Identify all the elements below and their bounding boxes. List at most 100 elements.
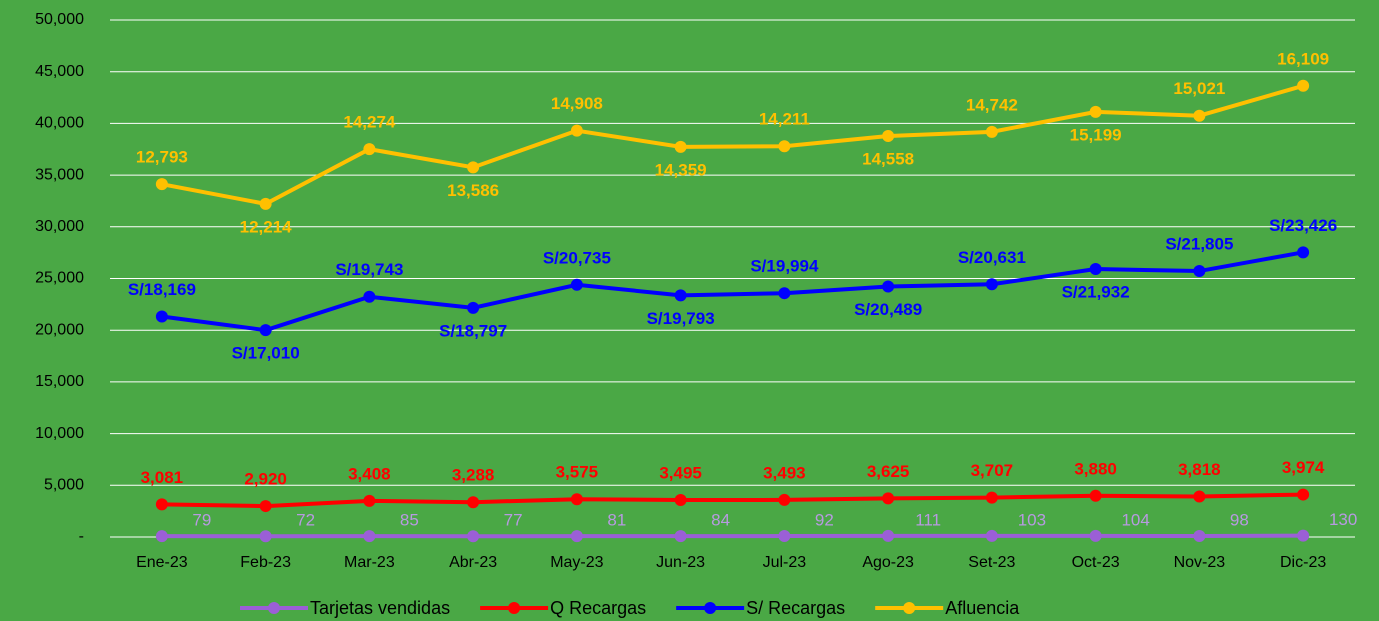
data-label: 14,558 xyxy=(862,149,914,168)
data-label: 85 xyxy=(400,511,419,530)
data-point xyxy=(1089,489,1102,502)
data-label: 3,818 xyxy=(1178,460,1221,479)
data-point xyxy=(155,310,168,323)
data-label: 3,081 xyxy=(141,468,184,487)
data-label: 79 xyxy=(192,511,211,530)
y-tick-label: 15,000 xyxy=(35,373,84,390)
series-line xyxy=(161,83,1304,206)
data-point xyxy=(259,500,272,513)
data-point xyxy=(259,530,272,543)
data-label: S/19,994 xyxy=(750,257,819,276)
series-line xyxy=(161,533,1304,539)
x-tick-label: May-23 xyxy=(550,554,603,571)
data-point xyxy=(778,493,791,506)
data-point xyxy=(1297,529,1310,542)
data-label: 3,707 xyxy=(971,461,1014,480)
data-point xyxy=(674,493,687,506)
y-tick-label: 5,000 xyxy=(44,477,84,494)
data-label: S/20,735 xyxy=(543,248,611,267)
data-point xyxy=(1297,246,1310,259)
data-point xyxy=(1297,79,1310,92)
series-line xyxy=(161,492,1304,509)
data-label: 3,625 xyxy=(867,462,910,481)
data-label: 13,586 xyxy=(447,181,499,200)
y-tick-label: 20,000 xyxy=(35,321,84,338)
data-point xyxy=(778,530,791,543)
x-tick-label: Ago-23 xyxy=(862,554,914,571)
y-tick-label: 25,000 xyxy=(35,270,84,287)
x-tick-label: Jun-23 xyxy=(656,554,705,571)
data-point xyxy=(467,301,480,314)
x-tick-label: Jul-23 xyxy=(763,554,807,571)
data-point xyxy=(1297,488,1310,501)
data-label: 104 xyxy=(1121,510,1149,529)
data-point xyxy=(1089,263,1102,276)
data-point xyxy=(674,140,687,153)
data-label: S/21,932 xyxy=(1062,283,1130,302)
data-label: 15,021 xyxy=(1173,79,1225,98)
data-label: S/19,743 xyxy=(335,260,403,279)
data-point xyxy=(674,289,687,302)
x-tick-label: Ene-23 xyxy=(136,554,188,571)
data-label: 92 xyxy=(815,511,834,530)
data-point xyxy=(1193,529,1206,542)
data-label: S/20,489 xyxy=(854,300,922,319)
data-point xyxy=(674,530,687,543)
data-label: S/21,805 xyxy=(1165,235,1233,254)
data-label: 3,493 xyxy=(763,463,806,482)
legend-marker xyxy=(268,602,280,614)
y-tick-label: 35,000 xyxy=(35,166,84,183)
data-label: 3,880 xyxy=(1074,459,1117,478)
data-label: 81 xyxy=(607,511,626,530)
legend-marker xyxy=(508,602,521,614)
data-point xyxy=(1193,265,1206,278)
legend-marker xyxy=(704,602,717,614)
data-point xyxy=(363,143,376,156)
data-label: 3,408 xyxy=(348,464,391,483)
x-tick-label: Nov-23 xyxy=(1174,554,1226,571)
y-tick-label: - xyxy=(79,528,84,545)
data-label: 3,495 xyxy=(659,463,702,482)
y-tick-label: 30,000 xyxy=(35,218,84,235)
data-point xyxy=(985,491,998,504)
data-point xyxy=(467,496,480,509)
data-label: S/18,797 xyxy=(439,321,507,340)
data-label: 98 xyxy=(1230,510,1249,529)
legend-label: Tarjetas vendidas xyxy=(310,598,450,618)
data-point xyxy=(985,278,998,291)
data-label: 72 xyxy=(296,511,315,530)
data-label: 12,214 xyxy=(240,217,293,236)
data-point xyxy=(155,498,168,511)
data-point xyxy=(363,530,376,543)
data-label: 111 xyxy=(915,510,941,529)
data-point xyxy=(259,197,272,210)
data-label: 16,109 xyxy=(1277,49,1329,68)
data-label: 3,288 xyxy=(452,466,495,485)
data-point xyxy=(778,287,791,300)
data-label: 14,211 xyxy=(759,110,810,129)
data-label: 103 xyxy=(1018,510,1046,529)
x-tick-label: Abr-23 xyxy=(449,554,497,571)
data-point xyxy=(882,280,895,293)
data-point xyxy=(155,530,168,543)
data-label: 3,575 xyxy=(556,463,599,482)
data-point xyxy=(570,124,583,137)
data-point xyxy=(467,161,480,174)
data-point xyxy=(1193,109,1206,122)
data-point xyxy=(467,530,480,543)
data-point xyxy=(363,290,376,303)
data-point xyxy=(1193,490,1206,503)
data-point xyxy=(363,494,376,507)
data-point xyxy=(985,529,998,542)
data-label: 84 xyxy=(711,511,730,530)
data-point xyxy=(570,530,583,543)
data-label: 14,274 xyxy=(343,113,396,132)
data-label: S/18,169 xyxy=(128,280,196,299)
y-tick-label: 10,000 xyxy=(35,425,84,442)
data-label: S/23,426 xyxy=(1269,216,1337,235)
data-point xyxy=(882,129,895,142)
data-point xyxy=(882,529,895,542)
data-label: S/19,793 xyxy=(647,309,715,328)
data-label: 12,793 xyxy=(136,148,188,167)
